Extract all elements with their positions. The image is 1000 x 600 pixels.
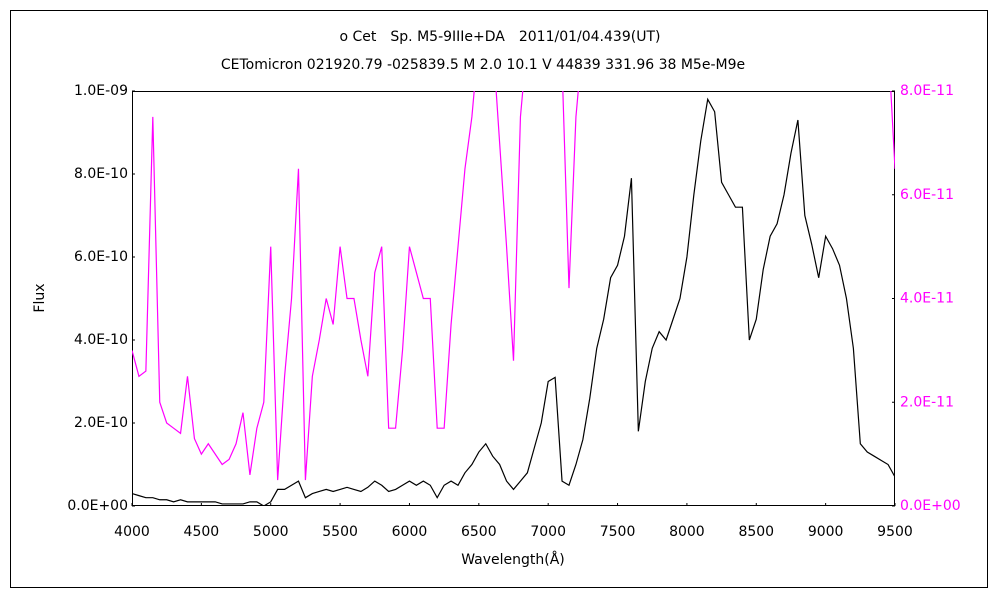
y2-tick-label: 6.0E-11: [900, 187, 954, 203]
y-tick-label: 1.0E-09: [74, 83, 128, 99]
x-tick-label: 9000: [808, 524, 844, 540]
y-tick-label: 4.0E-10: [74, 332, 128, 348]
y2-tick-label: 4.0E-11: [900, 291, 954, 307]
y-tick-label: 2.0E-10: [74, 415, 128, 431]
x-tick-label: 7500: [600, 524, 636, 540]
y2-tick-label: 8.0E-11: [900, 83, 954, 99]
x-tick-label: 5500: [322, 524, 358, 540]
chart-title: ο Cet Sp. M5-9IIIe+DA 2011/01/04.439(UT): [340, 29, 661, 45]
x-tick-label: 7000: [530, 524, 566, 540]
x-axis-label: Wavelength(Å): [461, 551, 565, 568]
x-tick-label: 6500: [461, 524, 497, 540]
series-layer: [132, 91, 895, 506]
x-tick-label: 9500: [877, 524, 913, 540]
x-tick-label: 4000: [114, 524, 150, 540]
x-tick-label: 6000: [392, 524, 428, 540]
y-tick-label: 6.0E-10: [74, 249, 128, 265]
x-tick-label: 8000: [669, 524, 705, 540]
frame: [10, 10, 988, 588]
y2-tick-label: 2.0E-11: [900, 394, 954, 410]
x-tick-label: 4500: [184, 524, 220, 540]
y-tick-label: 8.0E-10: [74, 166, 128, 182]
y2-tick-label: 0.0E+00: [900, 498, 961, 514]
spectrum-line: [132, 97, 895, 506]
x-tick-label: 8500: [738, 524, 774, 540]
spectrum-line: [132, 91, 895, 481]
x-tick-label: 5000: [253, 524, 289, 540]
y-axis-label: Flux: [32, 283, 48, 312]
y-tick-label: 0.0E+00: [67, 498, 128, 514]
chart-subtitle: CETomicron 021920.79 -025839.5 M 2.0 10.…: [221, 57, 745, 73]
